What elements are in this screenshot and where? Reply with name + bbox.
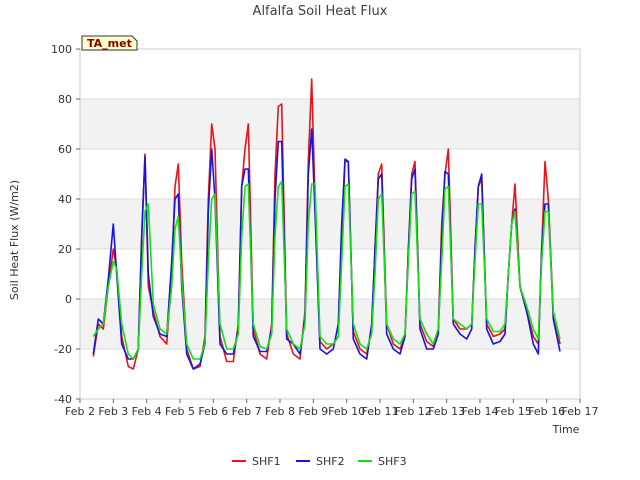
- x-axis-label: Time: [552, 423, 580, 436]
- x-tick-label-5: Feb 7: [232, 405, 262, 418]
- y-tick-label-4: 40: [58, 193, 72, 206]
- y-tick-label-6: 80: [58, 93, 72, 106]
- legend-label-shf2: SHF2: [316, 455, 345, 468]
- x-tick-label-7: Feb 9: [298, 405, 328, 418]
- y-tick-label-2: 0: [65, 293, 72, 306]
- plot-frame: [79, 48, 581, 400]
- series-lines: [92, 78, 561, 370]
- x-tick-label-9: Feb 11: [362, 405, 399, 418]
- x-axis-ticks: Feb 2 Feb 3 Feb 4 Feb 5 Feb 6 Feb 7 Feb 8 Feb 9…: [65, 399, 598, 418]
- legend-label-shf1: SHF1: [252, 455, 281, 468]
- x-tick-label-4: Feb 6: [198, 405, 228, 418]
- x-tick-label-8: Feb 10: [328, 405, 365, 418]
- y-axis-ticks: -40 -20 0 20 40 60 80 100: [51, 43, 80, 406]
- badge-label: TA_met: [87, 37, 132, 50]
- ta-met-badge: TA_met: [81, 35, 138, 51]
- x-tick-label-3: Feb 5: [165, 405, 195, 418]
- band-2: [80, 99, 580, 149]
- badge-box: [81, 35, 138, 51]
- x-tick-label-15: Feb 17: [562, 405, 599, 418]
- x-tick-label-12: Feb 14: [462, 405, 499, 418]
- y-tick-label-1: -20: [54, 343, 72, 356]
- x-tick-label-0: Feb 2: [65, 405, 95, 418]
- series-line-shf2: [92, 128, 561, 370]
- x-tick-label-2: Feb 4: [132, 405, 162, 418]
- x-tick-label-14: Feb 16: [528, 405, 565, 418]
- y-tick-label-5: 60: [58, 143, 72, 156]
- y-tick-label-3: 20: [58, 243, 72, 256]
- series-line-shf3: [92, 180, 561, 360]
- y-tick-label-0: -40: [54, 393, 72, 406]
- x-tick-label-6: Feb 8: [265, 405, 295, 418]
- band-1: [80, 199, 580, 249]
- x-tick-label-13: Feb 15: [495, 405, 532, 418]
- x-tick-label-10: Feb 12: [395, 405, 432, 418]
- y-axis-label: Soil Heat Flux (W/m2): [8, 180, 21, 300]
- background-bands: [80, 99, 580, 349]
- chart-title: Alfalfa Soil Heat Flux: [253, 4, 388, 19]
- legend-label-shf3: SHF3: [378, 455, 407, 468]
- y-tick-label-7: 100: [51, 43, 72, 56]
- x-tick-label-1: Feb 3: [98, 405, 128, 418]
- x-tick-label-11: Feb 13: [428, 405, 465, 418]
- legend: SHF1 SHF2 SHF3: [232, 455, 407, 468]
